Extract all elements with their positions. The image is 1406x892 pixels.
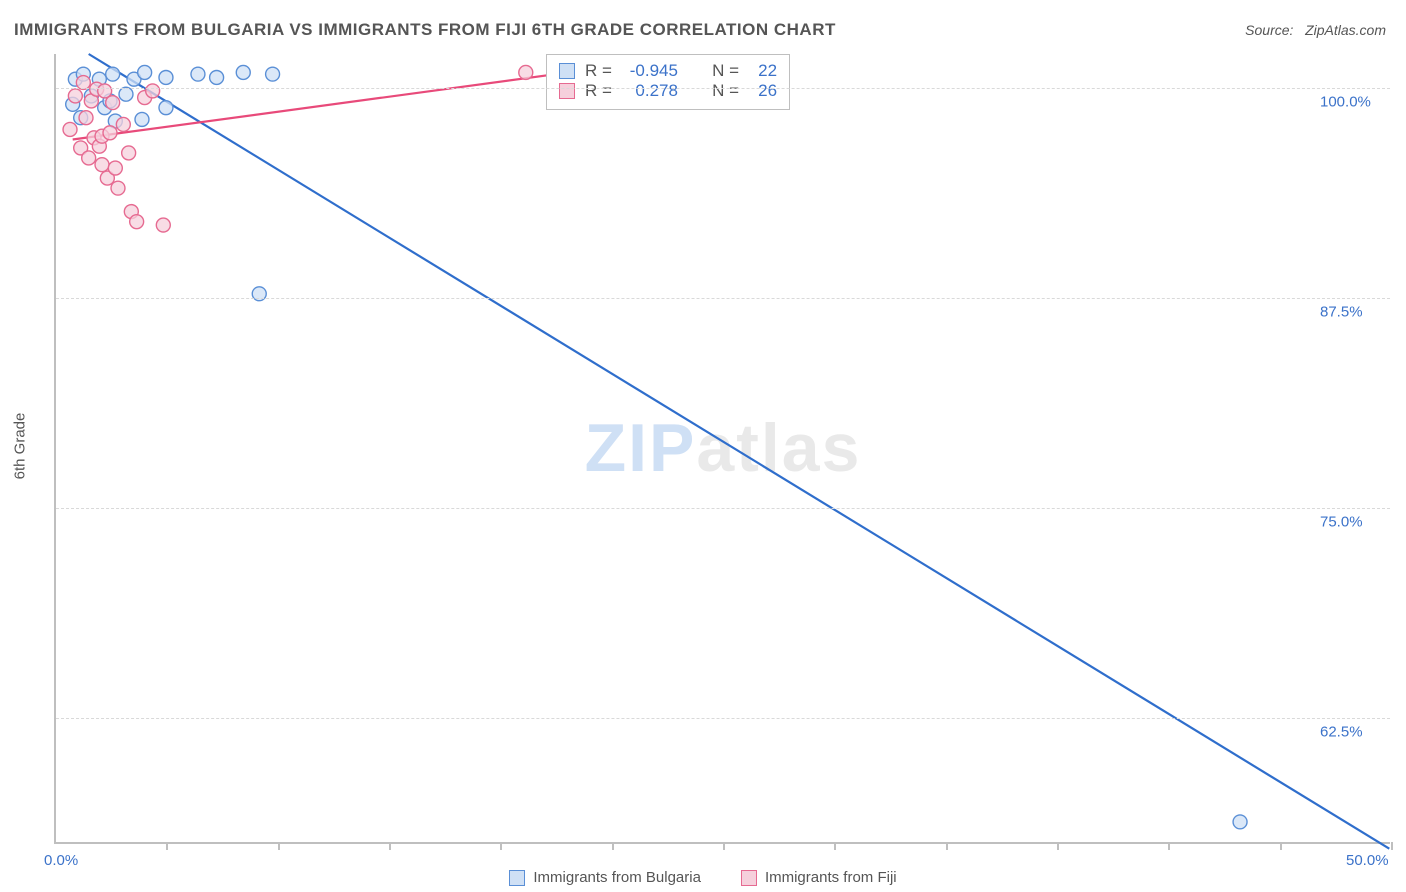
gridline xyxy=(56,718,1390,719)
x-tick-label: 50.0% xyxy=(1346,852,1389,869)
x-tick xyxy=(1168,842,1170,850)
x-tick xyxy=(166,842,168,850)
y-tick-label: 75.0% xyxy=(1320,513,1363,530)
data-point xyxy=(111,181,125,195)
data-point xyxy=(266,67,280,81)
plot-area: ZIPatlas R =-0.945 N =22R =0.278 N =26 xyxy=(54,54,1390,844)
source-label: Source: xyxy=(1245,22,1293,38)
y-tick-label: 62.5% xyxy=(1320,723,1363,740)
stat-n-value: 22 xyxy=(749,61,777,81)
data-point xyxy=(210,70,224,84)
gridline xyxy=(56,298,1390,299)
legend-swatch-icon xyxy=(741,870,757,886)
source-credit: Source: ZipAtlas.com xyxy=(1245,22,1386,38)
data-point xyxy=(79,111,93,125)
legend: Immigrants from Bulgaria Immigrants from … xyxy=(0,869,1406,886)
x-tick xyxy=(723,842,725,850)
data-point xyxy=(159,101,173,115)
chart-title: IMMIGRANTS FROM BULGARIA VS IMMIGRANTS F… xyxy=(14,20,836,40)
correlation-stat-box: R = -0.945 N = 22 R = 0.278 N = 26 xyxy=(546,54,790,110)
x-tick xyxy=(1391,842,1393,850)
stat-r-label: R = xyxy=(585,61,612,81)
x-tick xyxy=(278,842,280,850)
series-swatch-icon xyxy=(559,63,575,79)
data-point xyxy=(236,65,250,79)
x-tick xyxy=(612,842,614,850)
x-tick xyxy=(1057,842,1059,850)
stat-r-value: 0.278 xyxy=(622,81,678,101)
x-tick xyxy=(834,842,836,850)
series-swatch-icon xyxy=(559,83,575,99)
stat-n-value: 26 xyxy=(749,81,777,101)
data-point xyxy=(146,84,160,98)
data-point xyxy=(135,112,149,126)
stat-n-label: N = xyxy=(712,61,739,81)
data-point xyxy=(156,218,170,232)
legend-item: Immigrants from Bulgaria xyxy=(509,869,701,886)
data-point xyxy=(1233,815,1247,829)
data-point xyxy=(122,146,136,160)
y-axis-label: 6th Grade xyxy=(12,413,29,480)
data-point xyxy=(159,70,173,84)
data-point xyxy=(116,117,130,131)
y-tick-label: 87.5% xyxy=(1320,303,1363,320)
gridline xyxy=(56,508,1390,509)
stat-r-value: -0.945 xyxy=(622,61,678,81)
data-point xyxy=(108,161,122,175)
legend-item: Immigrants from Fiji xyxy=(741,869,897,886)
data-point xyxy=(82,151,96,165)
x-tick xyxy=(946,842,948,850)
x-tick-label: 0.0% xyxy=(44,852,78,869)
data-point xyxy=(63,122,77,136)
data-point xyxy=(519,65,533,79)
stat-n-label: N = xyxy=(712,81,739,101)
trend-line xyxy=(73,72,569,139)
stat-r-label: R = xyxy=(585,81,612,101)
plot-svg xyxy=(56,54,1390,842)
data-point xyxy=(68,89,82,103)
legend-label: Immigrants from Bulgaria xyxy=(533,869,701,886)
data-point xyxy=(106,67,120,81)
x-tick xyxy=(1280,842,1282,850)
stat-row: R = -0.945 N = 22 xyxy=(559,61,777,81)
x-tick xyxy=(500,842,502,850)
source-site: ZipAtlas.com xyxy=(1305,22,1386,38)
gridline xyxy=(56,88,1390,89)
legend-label: Immigrants from Fiji xyxy=(765,869,897,886)
data-point xyxy=(119,87,133,101)
trend-line xyxy=(89,54,1390,849)
x-tick xyxy=(389,842,391,850)
stat-row: R = 0.278 N = 26 xyxy=(559,81,777,101)
legend-swatch-icon xyxy=(509,870,525,886)
data-point xyxy=(130,215,144,229)
data-point xyxy=(106,96,120,110)
data-point xyxy=(191,67,205,81)
data-point xyxy=(95,158,109,172)
y-tick-label: 100.0% xyxy=(1320,93,1371,110)
data-point xyxy=(103,126,117,140)
data-point xyxy=(138,65,152,79)
